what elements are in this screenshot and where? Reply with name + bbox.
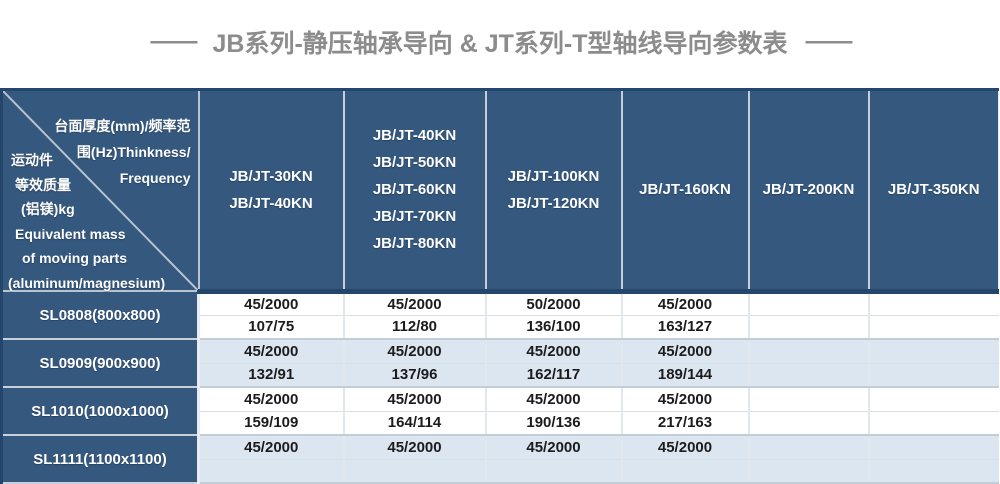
equivalent-mass-cell: 190/136 [485, 411, 623, 436]
equivalent-mass-cell [748, 459, 870, 484]
corner-top-right-label: 台面厚度(mm)/频率范 围(Hz)Thinkness/Frequency [54, 118, 191, 186]
thickness-frequency-cell: 45/2000 [621, 291, 750, 316]
column-header-3: JB/JT-100KN JB/JT-120KN [485, 89, 623, 294]
table-row: 132/91 137/96 162/117 189/144 [2, 363, 999, 388]
row-label: SL0909(900x900) [1, 339, 200, 388]
thickness-frequency-cell: 45/2000 [198, 291, 345, 316]
corner-bottom-left-label: 运动件 等效质量 (铝镁)kg Equivalent mass of moving pa… [8, 152, 166, 291]
equivalent-mass-cell [868, 315, 999, 340]
column-header-5: JB/JT-200KN [748, 89, 870, 294]
equivalent-mass-cell: 163/127 [621, 315, 750, 340]
thickness-frequency-cell [748, 339, 870, 364]
page-title: —— JB系列-静压轴承导向 & JT系列-T型轴线导向参数表 —— [0, 24, 1000, 60]
row-label: SL1010(1000x1000) [1, 387, 200, 436]
thickness-frequency-cell: 45/2000 [343, 387, 487, 412]
table-body: SL0808(800x800) 45/2000 45/2000 50/2000 45/2… [1, 291, 999, 484]
title-dash-left: —— [150, 27, 197, 55]
equivalent-mass-cell: 189/144 [621, 363, 750, 388]
table-row: 159/109 164/114 190/136 217/163 [2, 411, 999, 436]
equivalent-mass-cell: 217/163 [621, 411, 750, 436]
table-row: SL1111(1100x1100) 45/2000 45/2000 45/2000 45… [1, 435, 999, 484]
thickness-frequency-cell [748, 291, 870, 316]
thickness-frequency-cell: 45/2000 [198, 387, 345, 412]
equivalent-mass-cell [198, 459, 345, 484]
equivalent-mass-cell: 107/75 [198, 315, 345, 340]
thickness-frequency-cell: 45/2000 [343, 291, 487, 316]
corner-header-cell: 台面厚度(mm)/频率范 围(Hz)Thinkness/Frequency 运动件等… [1, 89, 200, 292]
table-row: SL0808(800x800) 45/2000 45/2000 50/2000 45/2… [1, 291, 999, 340]
table-header: 台面厚度(mm)/频率范 围(Hz)Thinkness/Frequency 运动件等… [1, 89, 999, 294]
thickness-frequency-cell [868, 291, 999, 316]
column-header-2: JB/JT-40KN JB/JT-50KN JB/JT-60KN JB/JT-70KN… [343, 89, 487, 294]
equivalent-mass-cell [343, 459, 487, 484]
row-label: SL0808(800x800) [1, 291, 200, 340]
equivalent-mass-cell [868, 411, 999, 436]
thickness-frequency-cell [868, 435, 999, 460]
column-header-4: JB/JT-160KN [621, 89, 750, 294]
equivalent-mass-cell: 112/80 [343, 315, 487, 340]
title-dash-right: —— [805, 27, 853, 55]
equivalent-mass-cell [868, 459, 999, 484]
column-header-6: JB/JT-350KN [868, 89, 999, 294]
page-title-text: JB系列-静压轴承导向 & JT系列-T型轴线导向参数表 [212, 30, 788, 58]
equivalent-mass-cell: 137/96 [343, 363, 487, 388]
equivalent-mass-cell [748, 411, 870, 436]
equivalent-mass-cell: 136/100 [485, 315, 623, 340]
thickness-frequency-cell [868, 387, 999, 412]
equivalent-mass-cell: 162/117 [485, 363, 623, 388]
row-label: SL1111(1100x1100) [1, 435, 200, 484]
equivalent-mass-cell [485, 459, 623, 484]
thickness-frequency-cell: 45/2000 [343, 339, 487, 364]
column-header-1: JB/JT-30KN JB/JT-40KN [198, 89, 345, 294]
table-row: SL1010(1000x1000) 45/2000 45/2000 45/2000 45… [1, 387, 999, 436]
thickness-frequency-cell: 45/2000 [485, 339, 623, 364]
equivalent-mass-cell [748, 315, 870, 340]
equivalent-mass-cell [621, 459, 750, 484]
equivalent-mass-cell: 164/114 [343, 411, 487, 436]
table-row: SL0909(900x900) 45/2000 45/2000 45/2000 45/2… [1, 339, 999, 388]
thickness-frequency-cell: 45/2000 [621, 435, 750, 460]
equivalent-mass-cell: 132/91 [198, 363, 345, 388]
thickness-frequency-cell: 45/2000 [485, 387, 623, 412]
thickness-frequency-cell [868, 339, 999, 364]
equivalent-mass-cell [748, 363, 870, 388]
thickness-frequency-cell: 45/2000 [198, 435, 345, 460]
thickness-frequency-cell: 45/2000 [198, 339, 345, 364]
equivalent-mass-cell: 159/109 [198, 411, 345, 436]
diagonal-divider [3, 91, 198, 290]
thickness-frequency-cell [748, 435, 870, 460]
parameters-table: 台面厚度(mm)/频率范 围(Hz)Thinkness/Frequency 运动件等… [0, 88, 999, 484]
thickness-frequency-cell: 45/2000 [621, 339, 750, 364]
table-row: 107/75 112/80 136/100 163/127 [2, 315, 999, 340]
equivalent-mass-cell [868, 363, 999, 388]
thickness-frequency-cell: 45/2000 [343, 435, 487, 460]
thickness-frequency-cell: 50/2000 [485, 291, 623, 316]
thickness-frequency-cell: 45/2000 [621, 387, 750, 412]
thickness-frequency-cell [748, 387, 870, 412]
thickness-frequency-cell: 45/2000 [485, 435, 623, 460]
